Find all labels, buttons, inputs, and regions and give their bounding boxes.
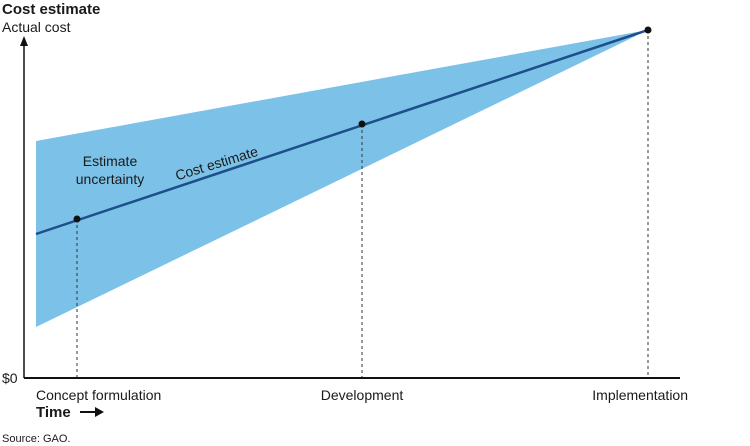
- y-axis-label: Actual cost: [2, 19, 71, 35]
- uncertainty-label-line1: Estimate: [83, 153, 138, 169]
- source-note: Source: GAO.: [2, 433, 70, 445]
- uncertainty-label-line2: uncertainty: [76, 171, 144, 187]
- chart-title: Cost estimate: [2, 1, 100, 18]
- x-axis-label: Time: [36, 404, 71, 421]
- phase-label-implementation: Implementation: [592, 387, 688, 403]
- marker-concept: [73, 215, 81, 223]
- y-axis-arrow-icon: [20, 36, 28, 46]
- cost-estimate-line: [35, 28, 649, 236]
- right-arrow-icon: [80, 407, 104, 417]
- phase-label-concept: Concept formulation: [36, 387, 161, 403]
- y-origin-label: $0: [2, 370, 18, 386]
- uncertainty-band: [36, 30, 648, 327]
- phase-label-development: Development: [321, 387, 404, 403]
- marker-development: [358, 120, 366, 128]
- marker-implementation: [644, 26, 652, 34]
